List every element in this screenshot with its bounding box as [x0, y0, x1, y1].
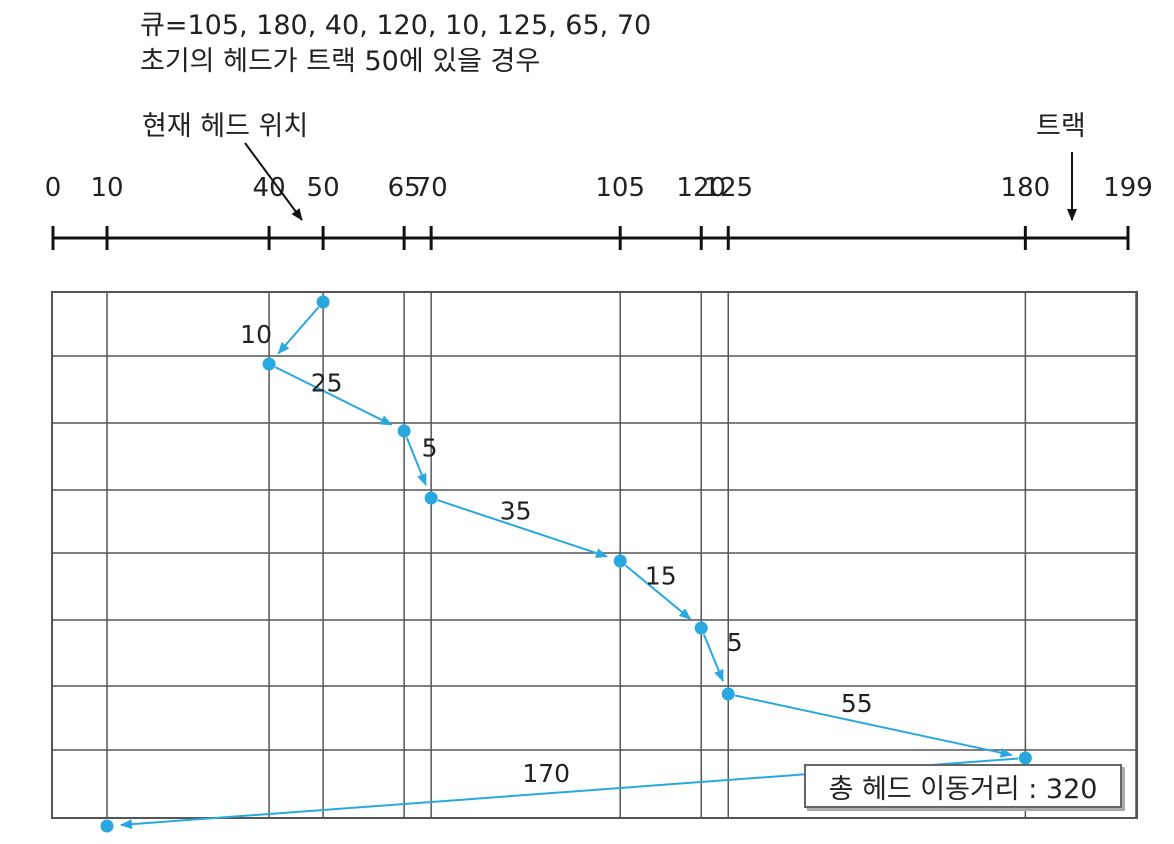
head-move-arrow: [702, 634, 724, 682]
head-position-dot: [721, 687, 735, 701]
axis-tick-label: 125: [703, 173, 753, 203]
grid-frame: [51, 291, 1138, 819]
move-distance-label: 170: [522, 759, 570, 788]
head-position-dot: [424, 491, 438, 505]
head-position-dot: [262, 357, 276, 371]
total-distance-label: 총 헤드 이동거리 : 320: [828, 773, 1098, 805]
axis-tick-label: 0: [45, 173, 62, 203]
move-distance-label: 25: [311, 369, 343, 398]
head-move-arrow: [624, 564, 692, 620]
head-position-dot: [316, 295, 330, 309]
track-label: 트랙: [1036, 111, 1086, 142]
head-move-arrow: [405, 437, 427, 486]
head-position-dot: [100, 819, 114, 833]
axis-tick-label: 120: [676, 173, 726, 203]
queue-text: 큐=105, 180, 40, 120, 10, 125, 65, 70: [140, 10, 652, 41]
move-distance-label: 5: [727, 628, 743, 657]
axis-tick-label: 199: [1103, 173, 1153, 203]
head-move-arrow: [274, 366, 393, 426]
pointers: [244, 142, 1077, 221]
axis-tick-label: 70: [415, 173, 448, 203]
head-move-arrow: [734, 694, 1013, 758]
current-head-pointer: [244, 142, 303, 221]
total-distance-box: 총 헤드 이동거리 : 320: [804, 764, 1122, 808]
grid: [51, 291, 1138, 819]
axis-tick-label: 10: [90, 173, 123, 203]
axis-tick-label: 65: [388, 173, 421, 203]
head-position-dot: [397, 424, 411, 438]
head-position-dot: [694, 621, 708, 635]
axis-tick-label: 50: [307, 173, 340, 203]
axis-tick-label: 105: [595, 173, 645, 203]
head-move-arrow: [437, 499, 608, 558]
move-distance-label: 15: [645, 562, 677, 591]
move-distance-label: 5: [422, 434, 438, 463]
move-distance-label: 10: [240, 320, 272, 349]
move-distance-label: 55: [841, 689, 873, 718]
axis-tick-label: 180: [1001, 173, 1051, 203]
axis-tick-label: 40: [253, 173, 286, 203]
move-distance-label: 35: [500, 497, 532, 526]
current-head-label: 현재 헤드 위치: [142, 111, 309, 142]
initial-head-text: 초기의 헤드가 트랙 50에 있을 경우: [140, 46, 541, 77]
head-position-dot: [1018, 751, 1032, 765]
head-position-dot: [613, 554, 627, 568]
head-move-arrow: [277, 306, 320, 355]
